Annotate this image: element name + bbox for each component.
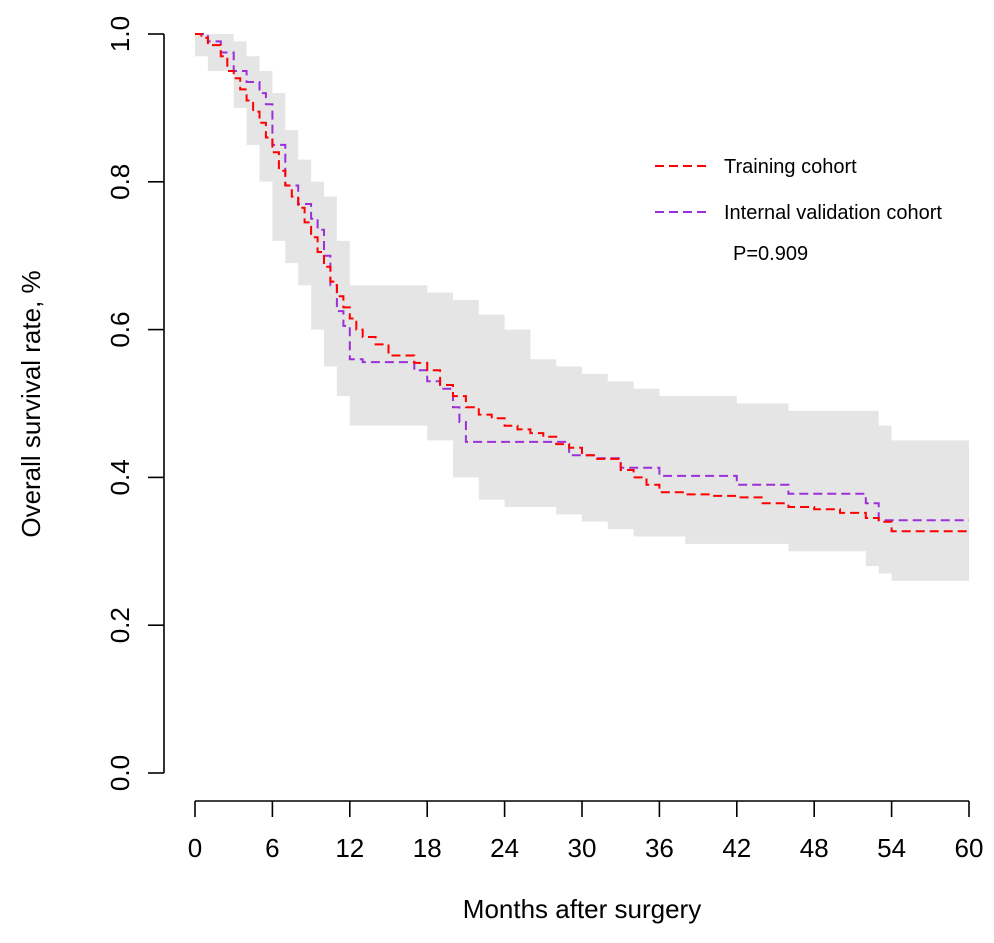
x-tick-label-3: 18	[413, 833, 442, 863]
survival-curves	[195, 33, 969, 533]
series-line-0	[195, 33, 969, 533]
y-tick-label-5: 1.0	[105, 16, 135, 52]
x-axis-ticks: 0 6 12 18 24 30 36 42 48 54 60	[188, 801, 984, 863]
x-tick-label-0: 0	[188, 833, 202, 863]
y-tick-label-0: 0.0	[105, 755, 135, 791]
confidence-band	[195, 34, 969, 581]
x-tick-label-6: 36	[645, 833, 674, 863]
x-axis-title: Months after surgery	[463, 894, 701, 924]
legend-label-training: Training cohort	[724, 156, 857, 178]
y-axis-title: Overall survival rate, %	[16, 270, 46, 537]
y-tick-label-2: 0.4	[105, 459, 135, 495]
x-tick-label-10: 60	[955, 833, 984, 863]
x-tick-label-4: 24	[490, 833, 519, 863]
x-tick-label-1: 6	[265, 833, 279, 863]
x-tick-label-7: 42	[722, 833, 751, 863]
legend-label-validation: Internal validation cohort	[724, 202, 942, 224]
x-tick-label-5: 30	[568, 833, 597, 863]
confidence-band-area	[195, 34, 969, 581]
x-tick-label-2: 12	[335, 833, 364, 863]
y-tick-label-3: 0.6	[105, 312, 135, 348]
legend: Training cohort Internal validation coho…	[655, 156, 942, 265]
y-tick-label-1: 0.2	[105, 607, 135, 643]
x-tick-label-8: 48	[800, 833, 829, 863]
p-value-annotation: P=0.909	[733, 243, 808, 265]
y-tick-label-4: 0.8	[105, 164, 135, 200]
x-tick-label-9: 54	[877, 833, 906, 863]
y-axis-ticks: 0.0 0.2 0.4 0.6 0.8 1.0	[105, 16, 164, 791]
